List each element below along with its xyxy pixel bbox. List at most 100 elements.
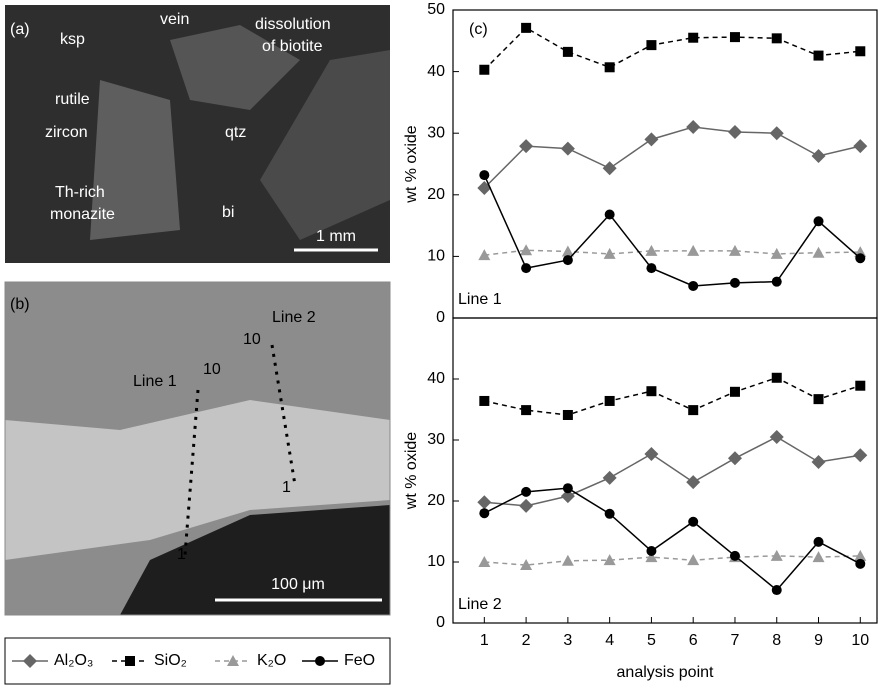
marker (561, 554, 574, 566)
marker (479, 395, 490, 406)
x-tick-label: 1 (480, 632, 489, 649)
marker (521, 22, 532, 33)
marker (771, 372, 782, 383)
monazite-region (90, 80, 180, 240)
marker (604, 508, 615, 519)
marker (813, 50, 824, 61)
annotation: vein (160, 11, 189, 28)
annotation: Line 1 (458, 291, 502, 308)
x-tick-label: 5 (647, 632, 656, 649)
annotation: of biotite (262, 38, 323, 55)
y-tick-label: 0 (436, 614, 445, 631)
annotation: Line 2 (458, 596, 502, 613)
x-tick-label: 6 (689, 632, 698, 649)
marker (227, 655, 239, 666)
marker (604, 395, 615, 406)
series-line (483, 126, 861, 189)
annotation: 10 (203, 361, 221, 378)
marker (855, 558, 866, 569)
marker (853, 139, 868, 154)
plot-frame (452, 317, 878, 624)
marker (562, 46, 573, 57)
panel-label: (b) (10, 296, 30, 313)
marker (812, 551, 825, 563)
scale-label: 1 mm (316, 228, 356, 245)
marker (727, 124, 742, 139)
y-tick-label: 20 (427, 186, 445, 203)
marker (855, 380, 866, 391)
marker (769, 126, 784, 141)
marker (604, 209, 615, 220)
marker (771, 276, 782, 287)
x-tick-label: 7 (731, 632, 740, 649)
annotation: zircon (45, 124, 88, 141)
marker (853, 448, 868, 463)
y-tick-label: 50 (427, 1, 445, 18)
marker (646, 263, 657, 274)
y-tick-label: 20 (427, 492, 445, 509)
marker (646, 546, 657, 557)
marker (729, 277, 740, 288)
marker (603, 554, 616, 566)
marker (688, 280, 699, 291)
marker (521, 263, 532, 274)
marker (813, 216, 824, 227)
marker (854, 549, 867, 561)
bright-zone (5, 400, 390, 560)
marker (729, 32, 740, 43)
marker (770, 549, 783, 561)
marker (478, 556, 491, 567)
series-line (483, 26, 861, 71)
series-line (483, 487, 861, 592)
series-line (484, 436, 861, 507)
marker (562, 483, 573, 494)
marker (771, 33, 782, 44)
marker (646, 40, 657, 51)
y-tick-label: 30 (427, 124, 445, 141)
marker (520, 559, 533, 571)
marker (688, 405, 699, 416)
marker (644, 132, 659, 147)
marker (520, 244, 533, 256)
x-tick-label: 3 (563, 632, 572, 649)
marker (519, 139, 534, 154)
annotation: Th-rich (55, 184, 105, 201)
annotation: rutile (55, 91, 90, 108)
marker (812, 246, 825, 258)
marker (519, 498, 534, 513)
vein-region (170, 25, 300, 110)
series-line (484, 555, 861, 566)
annotation: monazite (50, 206, 115, 223)
marker (770, 247, 783, 259)
annotation: Line 1 (133, 373, 177, 390)
marker (855, 253, 866, 264)
y-tick-label: 40 (427, 370, 445, 387)
legend-label: FeO (344, 652, 375, 669)
legend-label: SiO₂ (154, 652, 187, 669)
marker (729, 550, 740, 561)
marker (813, 536, 824, 547)
biotite-region (260, 50, 390, 240)
marker (479, 508, 490, 519)
annotation: 1 (177, 546, 186, 563)
marker (602, 470, 617, 485)
marker (479, 64, 490, 75)
marker (315, 656, 325, 666)
marker (125, 656, 135, 666)
frame (4, 281, 391, 616)
x-tick-label: 4 (605, 632, 614, 649)
y-tick-label: 40 (427, 63, 445, 80)
marker (479, 170, 490, 181)
marker (645, 551, 658, 563)
annotation: 10 (243, 331, 261, 348)
annotation: qtz (225, 124, 246, 141)
x-tick-label: 9 (814, 632, 823, 649)
profile-line (183, 344, 297, 556)
marker (562, 255, 573, 266)
legend-label: Al₂O₃ (54, 652, 93, 669)
marker (560, 141, 575, 156)
marker (478, 249, 491, 261)
marker (604, 62, 615, 73)
series-line (484, 376, 861, 416)
